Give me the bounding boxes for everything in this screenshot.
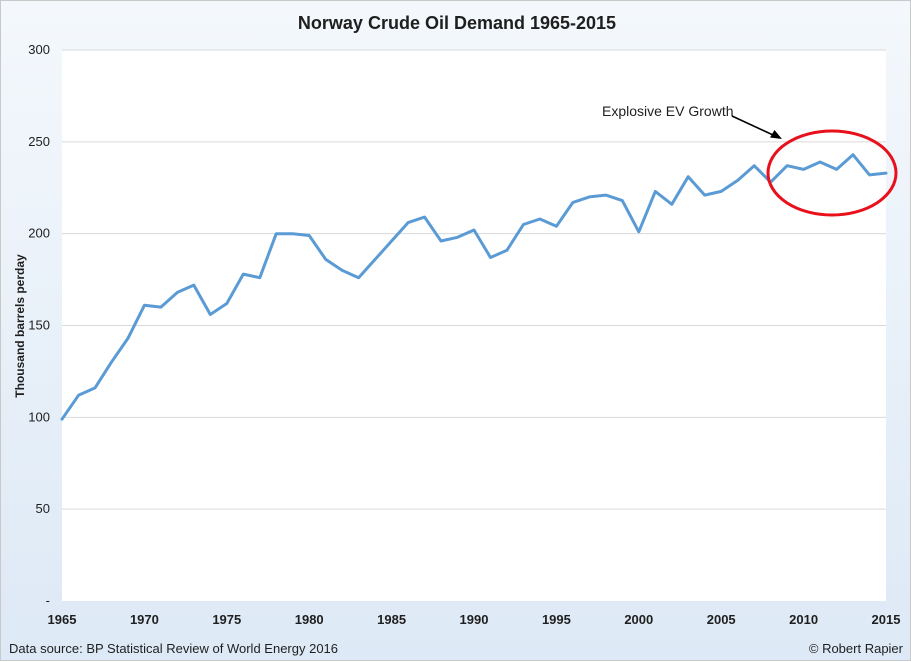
data-point	[291, 232, 294, 235]
data-point	[835, 168, 838, 171]
data-point	[440, 240, 443, 243]
data-point	[852, 153, 855, 156]
annotation-text: Explosive EV Growth	[602, 103, 734, 119]
data-point	[588, 195, 591, 198]
data-point	[374, 258, 377, 261]
y-axis-label: Thousand barrels perday	[13, 254, 27, 398]
data-point	[341, 269, 344, 272]
data-point	[390, 240, 393, 243]
y-tick-label: 250	[28, 134, 50, 149]
data-point	[143, 304, 146, 307]
data-point	[423, 216, 426, 219]
chart-title: Norway Crude Oil Demand 1965-2015	[298, 13, 616, 33]
data-point	[192, 284, 195, 287]
data-point	[258, 276, 261, 279]
x-axis-ticks: 1965 1970 1975 1980 1985 1990 1995 2000 2005 2010…	[48, 612, 901, 627]
data-point	[703, 194, 706, 197]
x-tick-label: 1975	[212, 612, 241, 627]
data-point	[819, 161, 822, 164]
data-point	[720, 190, 723, 193]
y-tick-label: 300	[28, 42, 50, 57]
series-line	[60, 153, 888, 421]
data-point	[687, 175, 690, 178]
data-point	[126, 337, 129, 340]
data-point	[61, 418, 64, 421]
data-point	[868, 173, 871, 176]
data-point	[473, 228, 476, 231]
x-tick-label: 1995	[542, 612, 571, 627]
x-tick-label: 2010	[789, 612, 818, 627]
x-tick-label: 2000	[624, 612, 653, 627]
data-point	[621, 199, 624, 202]
data-point	[209, 313, 212, 316]
data-point	[159, 306, 162, 309]
y-tick-label: -	[46, 593, 50, 608]
y-tick-label: 50	[36, 501, 50, 516]
grid-lines	[62, 49, 886, 510]
copyright-note: © Robert Rapier	[809, 641, 904, 656]
data-point	[225, 302, 228, 305]
x-tick-label: 1965	[48, 612, 77, 627]
data-point	[604, 194, 607, 197]
data-point	[93, 386, 96, 389]
data-point	[275, 232, 278, 235]
y-axis-ticks: - 50 100 150 200 250 300	[28, 42, 50, 608]
data-point	[176, 291, 179, 294]
data-point	[110, 361, 113, 364]
data-point	[456, 236, 459, 239]
data-point	[357, 276, 360, 279]
data-point	[786, 164, 789, 167]
data-point	[522, 223, 525, 226]
data-point	[555, 225, 558, 228]
data-point	[308, 234, 311, 237]
x-tick-label: 1980	[295, 612, 324, 627]
data-point	[736, 179, 739, 182]
x-tick-label: 1990	[460, 612, 489, 627]
x-tick-label: 2015	[872, 612, 901, 627]
data-point	[407, 221, 410, 224]
data-point	[77, 394, 80, 397]
y-tick-label: 150	[28, 318, 50, 333]
data-point	[885, 172, 888, 175]
data-point	[670, 203, 673, 206]
data-point	[637, 230, 640, 233]
data-point	[571, 201, 574, 204]
data-point	[242, 273, 245, 276]
data-point	[753, 164, 756, 167]
x-tick-label: 2005	[707, 612, 736, 627]
x-tick-label: 1970	[130, 612, 159, 627]
x-tick-label: 1985	[377, 612, 406, 627]
highlight-ellipse	[766, 129, 898, 217]
data-point	[802, 168, 805, 171]
data-point	[538, 217, 541, 220]
data-point	[324, 258, 327, 261]
data-point	[505, 249, 508, 252]
data-source-note: Data source: BP Statistical Review of Wo…	[9, 641, 338, 656]
y-tick-label: 100	[28, 409, 50, 424]
y-tick-label: 200	[28, 226, 50, 241]
data-point	[654, 190, 657, 193]
data-point	[489, 256, 492, 259]
annotation-arrow-line	[731, 115, 774, 136]
annotation-arrowhead	[770, 130, 782, 139]
